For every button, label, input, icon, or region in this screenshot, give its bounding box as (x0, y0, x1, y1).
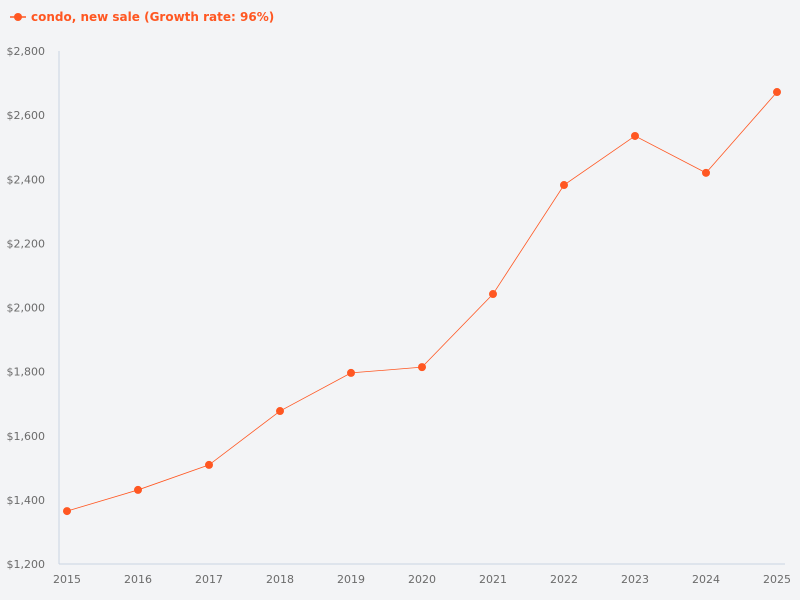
y-tick-label: $2,000 (7, 302, 46, 315)
data-point-2023[interactable] (631, 131, 639, 140)
x-tick-label: 2022 (550, 573, 578, 586)
y-tick-label: $1,200 (7, 558, 46, 571)
legend-label: condo, new sale (Growth rate: 96%) (31, 10, 274, 24)
y-tick-label: $2,600 (7, 109, 46, 122)
legend-marker-icon (14, 13, 22, 21)
data-point-2025[interactable] (773, 88, 781, 97)
x-tick-label: 2024 (692, 573, 720, 586)
y-tick-label: $2,800 (7, 45, 46, 58)
x-tick-label: 2015 (53, 573, 81, 586)
y-tick-label: $2,200 (7, 237, 46, 250)
data-point-2019[interactable] (347, 368, 355, 377)
x-tick-label: 2020 (408, 573, 436, 586)
x-tick-label: 2016 (124, 573, 152, 586)
legend[interactable]: condo, new sale (Growth rate: 96%) (10, 10, 274, 24)
x-tick-label: 2023 (621, 573, 649, 586)
y-tick-label: $2,400 (7, 173, 46, 186)
x-tick-label: 2017 (195, 573, 223, 586)
data-point-2020[interactable] (418, 363, 426, 372)
data-point-2017[interactable] (205, 460, 213, 469)
data-point-2024[interactable] (702, 168, 710, 177)
data-point-2021[interactable] (489, 290, 497, 299)
x-tick-label: 2021 (479, 573, 507, 586)
data-point-2022[interactable] (560, 181, 568, 190)
y-tick-label: $1,600 (7, 430, 46, 443)
y-tick-label: $1,800 (7, 366, 46, 379)
series-line (66, 91, 778, 512)
y-tick-label: $1,400 (7, 494, 46, 507)
x-tick-label: 2018 (266, 573, 294, 586)
data-point-2016[interactable] (134, 485, 142, 494)
data-point-2018[interactable] (276, 407, 284, 416)
x-tick-label: 2019 (337, 573, 365, 586)
x-tick-label: 2025 (763, 573, 791, 586)
data-point-2015[interactable] (63, 507, 71, 516)
